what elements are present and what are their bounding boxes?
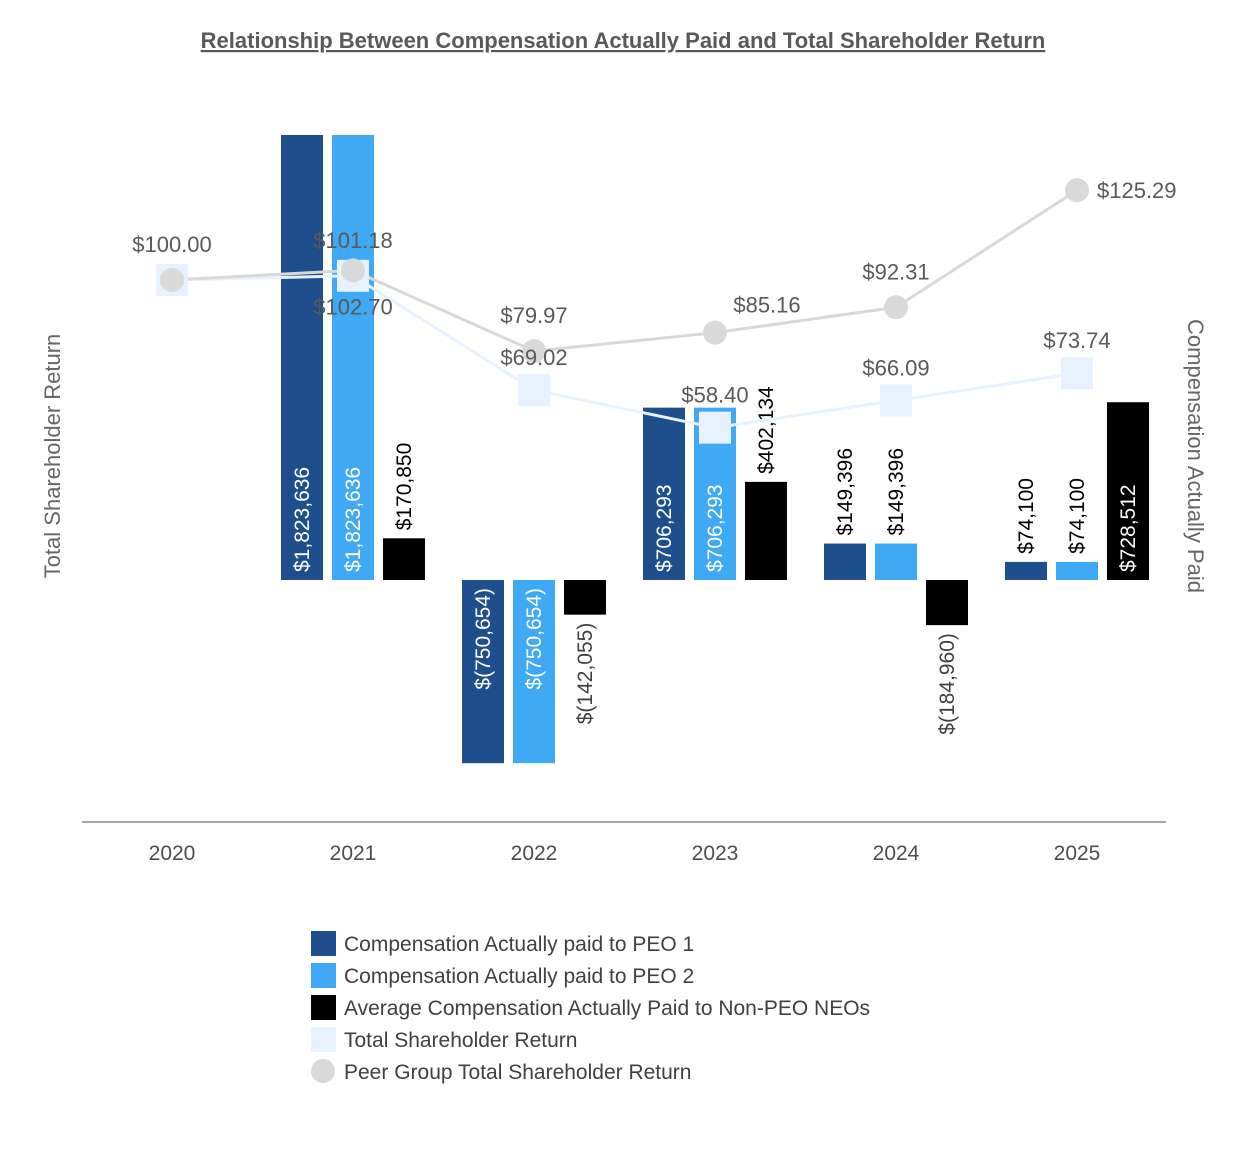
bar-data-label: $170,850 <box>393 443 416 531</box>
x-tick-label: 2020 <box>149 842 196 865</box>
series-line <box>171 188 1078 353</box>
bar <box>332 135 374 580</box>
line-data-label: $92.31 <box>862 259 929 284</box>
bar-data-label: $706,293 <box>653 484 676 572</box>
bar-data-label: $1,823,636 <box>342 467 365 572</box>
line-marker <box>518 373 550 406</box>
legend-label: Peer Group Total Shareholder Return <box>344 1061 691 1084</box>
bars-group: $1,823,636 $(750,654) $706,293 $149,396 $74,… <box>281 135 1149 764</box>
bar-data-label: $(750,654) <box>472 588 495 690</box>
legend-label: Average Compensation Actually Paid to No… <box>344 997 870 1020</box>
legend: Compensation Actually paid to PEO 1 Compe… <box>311 931 870 1084</box>
line-marker <box>699 411 731 444</box>
line-data-label: $125.29 <box>1097 178 1177 203</box>
x-tick-label: 2025 <box>1054 842 1101 865</box>
bar <box>383 538 425 580</box>
bar <box>564 580 606 615</box>
legend-swatch <box>311 995 336 1020</box>
left-axis-title: Total Shareholder Return <box>40 334 65 579</box>
x-tick-label: 2023 <box>692 842 739 865</box>
line-data-label: $66.09 <box>862 355 929 380</box>
bar-data-label: $402,134 <box>755 386 778 474</box>
bar <box>1056 561 1098 580</box>
lines-group: $101.18 $69.02 $58.40 $66.09 $73.74 $100.00 $1… <box>132 178 1177 444</box>
bar-data-label: $706,293 <box>704 484 727 572</box>
legend-swatch <box>311 1059 335 1083</box>
bar-data-label: $(184,960) <box>936 633 959 735</box>
bar <box>643 407 685 580</box>
line-data-label: $101.18 <box>313 228 393 253</box>
line-data-label: $79.97 <box>500 303 567 328</box>
bar-data-label: $149,396 <box>834 448 857 536</box>
bar-data-label: $(142,055) <box>574 623 597 725</box>
line-marker <box>1065 178 1089 203</box>
bar-data-label: $(750,654) <box>523 588 546 690</box>
chart-title: Relationship Between Compensation Actual… <box>201 28 1046 53</box>
line-marker <box>880 384 912 417</box>
bar <box>1107 402 1149 580</box>
bar <box>1005 561 1047 580</box>
bar <box>281 135 323 580</box>
line-data-label: $69.02 <box>500 345 567 370</box>
bar-data-label: $74,100 <box>1015 478 1038 554</box>
x-tick-label: 2021 <box>330 842 377 865</box>
x-tick-label: 2024 <box>873 842 920 865</box>
bar-data-label: $149,396 <box>885 448 908 536</box>
legend-swatch <box>311 931 336 956</box>
legend-swatch <box>311 1027 336 1052</box>
line-marker <box>884 295 908 320</box>
legend-label: Compensation Actually paid to PEO 2 <box>344 965 694 988</box>
bar <box>824 543 866 580</box>
bar-data-label: $74,100 <box>1066 478 1089 554</box>
legend-swatch <box>311 963 336 988</box>
line-marker <box>160 268 184 292</box>
line-data-label: $100.00 <box>132 232 212 257</box>
line-data-label: $73.74 <box>1043 328 1110 353</box>
line-marker <box>341 258 365 283</box>
legend-label: Total Shareholder Return <box>344 1029 577 1052</box>
x-ticks-group: 2020 2021 2022 2023 2024 2025 <box>149 842 1101 865</box>
line-marker <box>703 320 727 345</box>
bar-data-label: $728,512 <box>1117 484 1140 572</box>
bar <box>926 580 968 626</box>
x-tick-label: 2022 <box>511 842 558 865</box>
series-line <box>171 274 1078 430</box>
right-axis-title: Compensation Actually Paid <box>1183 319 1208 593</box>
line-data-label: $58.40 <box>681 383 748 408</box>
bar <box>513 580 555 764</box>
bar <box>745 481 787 580</box>
line-marker <box>522 339 546 364</box>
line-data-label: $85.16 <box>733 293 800 318</box>
bar <box>875 543 917 580</box>
line-marker <box>1061 357 1093 390</box>
bar <box>462 580 504 764</box>
line-data-label: $102.70 <box>313 294 393 319</box>
legend-label: Compensation Actually paid to PEO 1 <box>344 933 694 956</box>
bar-data-label: $1,823,636 <box>291 467 314 572</box>
